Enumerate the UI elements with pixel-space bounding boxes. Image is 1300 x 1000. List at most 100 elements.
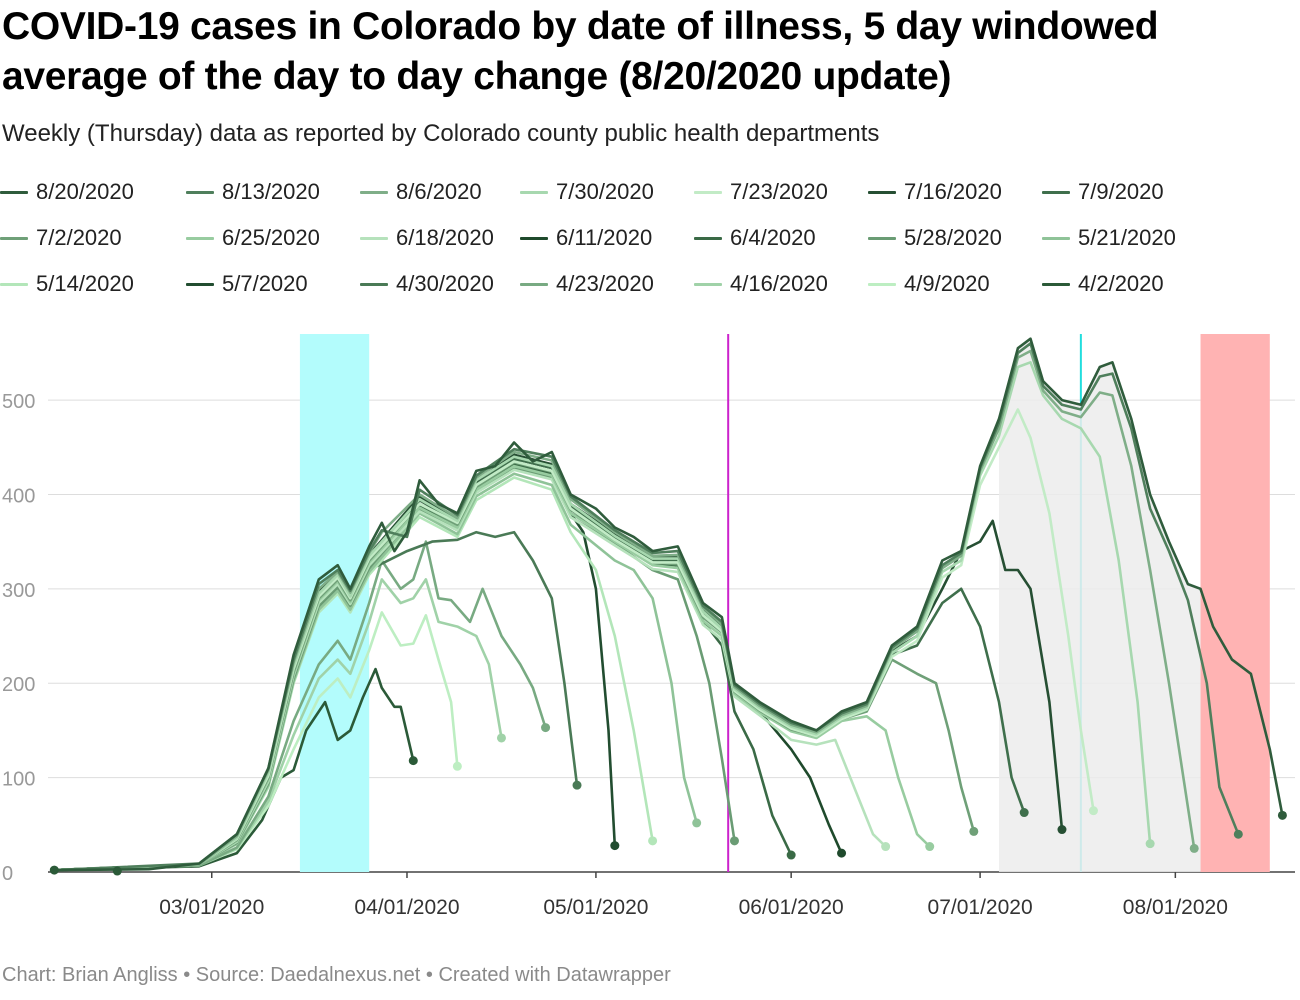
series-end-point xyxy=(1189,843,1199,853)
series-end-point xyxy=(452,761,462,771)
series-end-point xyxy=(837,848,847,858)
series-end-point xyxy=(1233,829,1243,839)
legend-swatch xyxy=(694,190,722,194)
legend-label: 5/14/2020 xyxy=(36,271,134,296)
legend-label: 5/7/2020 xyxy=(222,271,308,296)
line-chart: 0 100 200 300 400 500 03/01/2020 04/01/2020 05/0… xyxy=(2,334,1295,919)
series-end-point xyxy=(969,826,979,836)
legend-swatch xyxy=(0,190,28,194)
series-end-point xyxy=(925,842,935,852)
legend-swatch xyxy=(520,190,548,194)
legend-label: 7/30/2020 xyxy=(556,179,654,204)
series-7-2-2020 xyxy=(53,461,979,872)
y-tick-label: 100 xyxy=(2,769,35,791)
series-end-point xyxy=(1019,808,1029,818)
x-tick-label: 03/01/2020 xyxy=(159,896,264,919)
series-line xyxy=(53,457,1026,872)
legend-item: 7/2/2020 xyxy=(0,223,122,253)
legend-item: 8/6/2020 xyxy=(360,177,482,207)
series-6-4-2020 xyxy=(53,463,796,872)
series-line xyxy=(53,468,887,872)
legend-swatch xyxy=(868,282,896,286)
series-line xyxy=(53,337,1284,872)
legend-item: 8/13/2020 xyxy=(186,177,320,207)
y-tick-label: 500 xyxy=(2,391,35,413)
legend-swatch xyxy=(186,236,214,240)
legend-item: 4/2/2020 xyxy=(1042,269,1164,299)
series-end-point xyxy=(1277,810,1287,820)
legend-swatch xyxy=(1042,236,1070,240)
legend-item: 5/28/2020 xyxy=(868,223,1002,253)
series-line xyxy=(53,667,415,872)
legend-swatch xyxy=(186,282,214,286)
legend-swatch xyxy=(360,282,388,286)
series-end-point xyxy=(648,836,658,846)
series-line xyxy=(53,611,459,872)
x-tick-label: 06/01/2020 xyxy=(739,896,844,919)
series-end-point xyxy=(881,842,891,852)
legend-item: 7/23/2020 xyxy=(694,177,828,207)
legend-label: 7/9/2020 xyxy=(1078,179,1164,204)
series-end-point xyxy=(1057,825,1067,835)
legend-item: 7/9/2020 xyxy=(1042,177,1164,207)
legend-swatch xyxy=(694,282,722,286)
series-end-point xyxy=(541,723,551,733)
legend-label: 6/25/2020 xyxy=(222,225,320,250)
series-4-23-2020 xyxy=(53,540,551,872)
series-end-point xyxy=(496,733,506,743)
shaded-area xyxy=(998,338,1201,872)
legend-label: 6/4/2020 xyxy=(730,225,816,250)
series-line xyxy=(53,453,1064,872)
series-line xyxy=(53,361,1152,872)
series-end-point xyxy=(572,780,582,790)
series-line xyxy=(53,540,547,872)
series-line xyxy=(53,408,1095,872)
legend-label: 4/9/2020 xyxy=(904,271,990,296)
legend-label: 8/20/2020 xyxy=(36,179,134,204)
series-7-30-2020 xyxy=(53,361,1155,872)
legend-swatch xyxy=(520,236,548,240)
legend-label: 6/11/2020 xyxy=(556,225,653,250)
legend-item: 6/25/2020 xyxy=(186,223,320,253)
series-line xyxy=(53,463,793,872)
legend-swatch xyxy=(1042,190,1070,194)
x-tick-label: 04/01/2020 xyxy=(354,896,459,919)
series-line xyxy=(53,342,1240,872)
series-end-point xyxy=(786,850,796,860)
legend-item: 4/9/2020 xyxy=(868,269,990,299)
series-8-20-2020 xyxy=(53,337,1287,872)
legend-label: 4/23/2020 xyxy=(556,271,654,296)
series-start-point xyxy=(112,866,122,876)
legend-item: 6/11/2020 xyxy=(520,223,652,253)
series-4-16-2020 xyxy=(53,578,506,872)
legend-label: 4/30/2020 xyxy=(396,271,494,296)
series-end-point xyxy=(610,841,620,851)
legend-swatch xyxy=(868,236,896,240)
legend-item: 7/30/2020 xyxy=(520,177,654,207)
legend-item: 4/23/2020 xyxy=(520,269,654,299)
y-tick-label: 300 xyxy=(2,580,35,602)
legend-item: 6/4/2020 xyxy=(694,223,816,253)
x-tick-label: 05/01/2020 xyxy=(543,896,648,919)
series-line xyxy=(53,461,976,872)
chart-footer: Chart: Brian Angliss • Source: Daedalnex… xyxy=(2,964,671,986)
series-6-25-2020 xyxy=(53,464,935,872)
legend-item: 5/7/2020 xyxy=(186,269,308,299)
highlight-band xyxy=(1200,334,1270,872)
series-4-9-2020 xyxy=(53,611,462,872)
legend-label: 7/16/2020 xyxy=(904,179,1002,204)
legend-swatch xyxy=(360,190,388,194)
legend-swatch xyxy=(520,282,548,286)
series-8-13-2020 xyxy=(53,342,1243,872)
series-line xyxy=(53,464,931,872)
legend-swatch xyxy=(694,236,722,240)
series-end-point xyxy=(408,756,418,766)
legend-label: 6/18/2020 xyxy=(396,225,494,250)
legend-item: 8/20/2020 xyxy=(0,177,134,207)
y-tick-label: 400 xyxy=(2,485,35,507)
x-tick-label: 08/01/2020 xyxy=(1123,896,1228,919)
legend-item: 4/16/2020 xyxy=(694,269,828,299)
legend-item: 6/18/2020 xyxy=(360,223,494,253)
legend-swatch xyxy=(0,236,28,240)
legend-item: 7/16/2020 xyxy=(868,177,1002,207)
